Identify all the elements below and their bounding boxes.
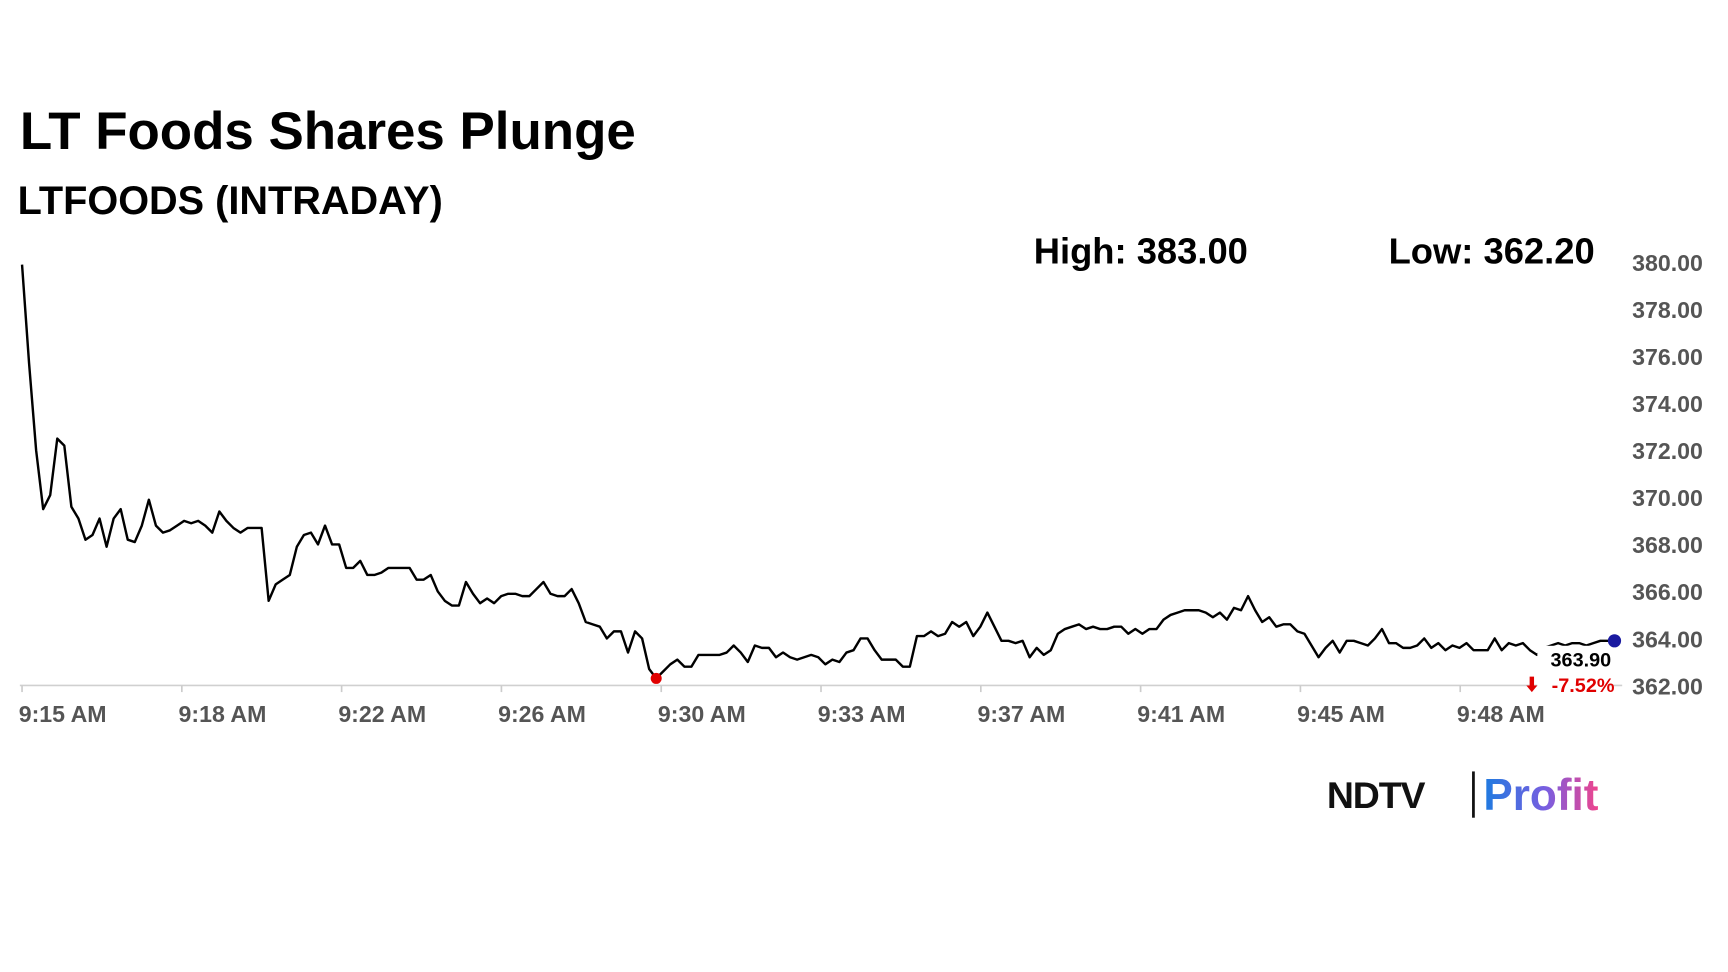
change-label: -7.52% (1552, 675, 1615, 697)
x-tick-label: 9:18 AM (179, 701, 267, 727)
y-tick-label: 380.00 (1632, 250, 1703, 276)
y-tick-label: 374.00 (1632, 391, 1703, 417)
last-label-bg (1537, 645, 1611, 695)
x-tick-label: 9:22 AM (338, 701, 426, 727)
y-tick-label: 362.00 (1632, 673, 1703, 699)
last-point (1607, 634, 1622, 648)
logo-ndtv: NDTV (1327, 774, 1426, 816)
x-tick-label: 9:15 AM (19, 701, 107, 727)
low-annotation: Low: 362.20 (1389, 230, 1595, 271)
logo: NDTV Profit (1327, 771, 1599, 820)
x-tick-label: 9:48 AM (1457, 701, 1545, 727)
y-tick-label: 364.00 (1632, 626, 1703, 652)
high-annotation: High: 383.00 (1034, 230, 1248, 271)
chart-subtitle: LTFOODS (INTRADAY) (18, 179, 443, 223)
x-tick-label: 9:26 AM (498, 701, 586, 727)
y-tick-label: 372.00 (1632, 438, 1703, 464)
price-line (20, 264, 1615, 680)
y-tick-label: 368.00 (1632, 532, 1703, 558)
x-tick-label: 9:30 AM (658, 701, 746, 727)
x-tick-label: 9:33 AM (818, 701, 906, 727)
chart-title: LT Foods Shares Plunge (20, 102, 636, 161)
y-tick-label: 370.00 (1632, 485, 1703, 511)
y-tick-label: 366.00 (1632, 579, 1703, 605)
y-tick-label: 378.00 (1632, 297, 1703, 323)
x-tick-label: 9:37 AM (978, 701, 1066, 727)
x-tick-label: 9:41 AM (1137, 701, 1225, 727)
low-point (650, 672, 662, 684)
down-arrow (1526, 676, 1538, 693)
plot-area: 362.00 364.00 366.00 368.00 370.00 372.00 374.… (19, 250, 1703, 727)
y-tick-label: 376.00 (1632, 344, 1703, 370)
x-tick-label: 9:45 AM (1297, 701, 1385, 727)
logo-profit: Profit (1483, 771, 1598, 820)
last-value-label: 363.90 (1551, 650, 1612, 672)
